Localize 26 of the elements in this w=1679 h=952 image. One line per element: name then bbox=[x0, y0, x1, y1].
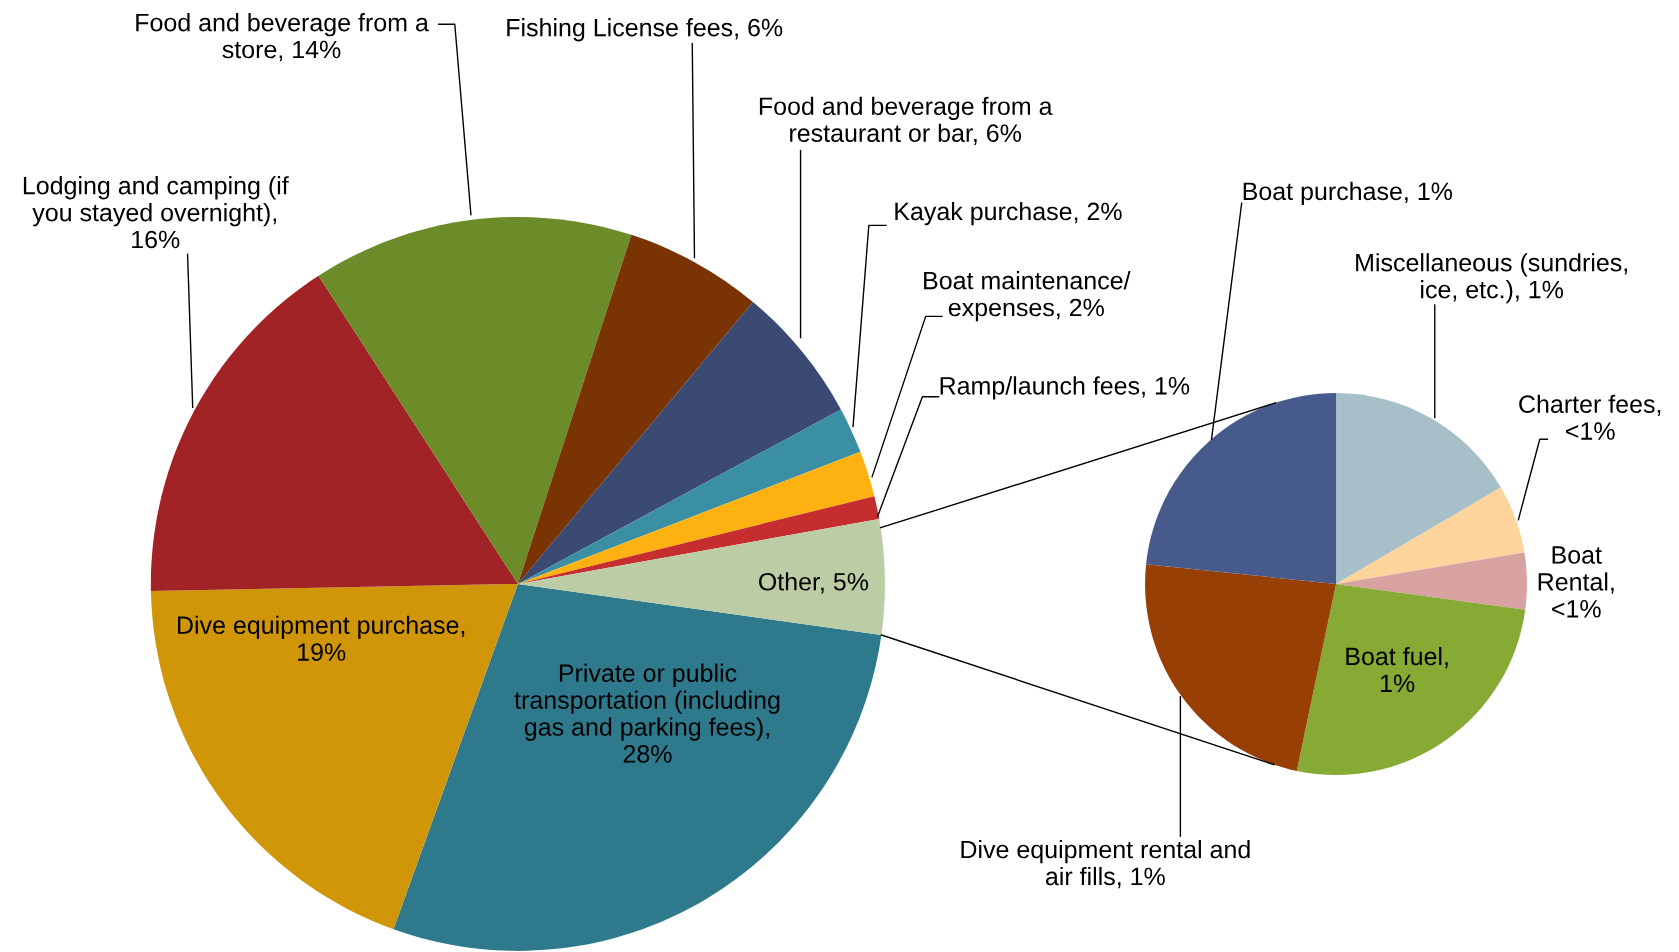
slice-label: Private or public transportation (including gas and parking fees), 28% bbox=[514, 663, 780, 763]
slice-label: Dive equipment purchase, 19% bbox=[178, 615, 465, 661]
slice-label: Dive equipment rental and air fills, 1% bbox=[961, 839, 1250, 889]
slice-label: Boat Rental, <1% bbox=[1538, 546, 1614, 618]
pie-slice bbox=[517, 519, 885, 635]
slice-label: Fishing License fees, 6% bbox=[507, 18, 783, 42]
pie-slice bbox=[1336, 393, 1501, 584]
slice-label: Miscellaneous (sundries, ice, etc.), 1% bbox=[1356, 253, 1627, 304]
slice-label: Food and beverage from a store, 14% bbox=[136, 13, 429, 62]
slice-label: Boat fuel, 1% bbox=[1346, 646, 1448, 693]
pie-slice bbox=[318, 216, 632, 584]
slice-label: Boat maintenance/ expenses, 2% bbox=[924, 271, 1131, 322]
pie-slice bbox=[1146, 393, 1337, 584]
pie-slice bbox=[517, 234, 753, 584]
slice-label: Boat purchase, 1% bbox=[1243, 181, 1453, 206]
pie-slice bbox=[1336, 552, 1527, 610]
slice-label: Lodging and camping (if you stayed overnight), 16% bbox=[23, 176, 289, 249]
slice-label: Other, 5% bbox=[759, 572, 869, 594]
pie-slice bbox=[1145, 564, 1337, 771]
pie-slice bbox=[150, 275, 518, 591]
pie-slice bbox=[1296, 584, 1526, 775]
slice-label: Food and beverage from a restaurant or bar, 6% bbox=[759, 96, 1053, 145]
slice-label: Ramp/launch fees, 1% bbox=[940, 376, 1190, 400]
slice-label: Kayak purchase, 2% bbox=[895, 201, 1122, 226]
pie-slice bbox=[1336, 487, 1525, 584]
slice-label: Charter fees, <1% bbox=[1519, 394, 1661, 440]
